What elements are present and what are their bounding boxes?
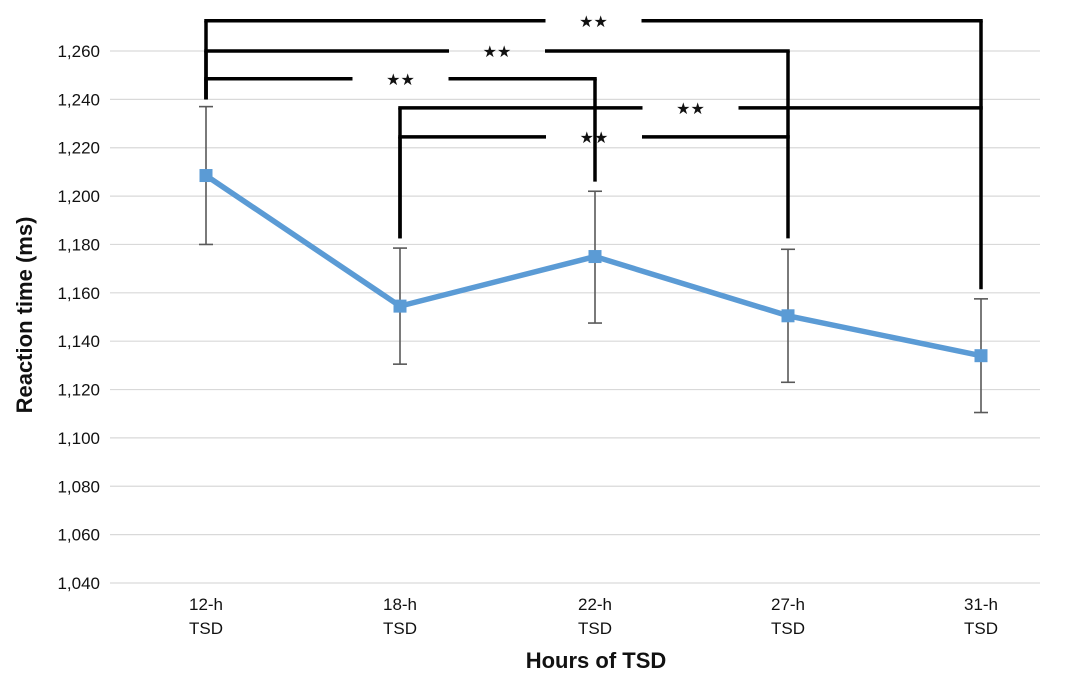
y-tick-label: 1,240 [57, 90, 100, 109]
x-tick-labels: 12-h TSD 18-h TSD 22-h TSD 27-h TSD 31-h TSD [189, 595, 998, 638]
x-tick-label: 22-h [578, 595, 612, 614]
y-tick-label: 1,220 [57, 139, 100, 158]
series-line-path [204, 173, 982, 359]
data-point [199, 169, 213, 183]
y-tick-label: 1,180 [57, 235, 100, 254]
y-tick-label: 1,100 [57, 429, 100, 448]
significance-stars: ★★ [579, 12, 608, 31]
significance-stars: ★★ [483, 42, 512, 61]
data-point [781, 309, 795, 323]
x-tick-label: TSD [771, 619, 805, 638]
y-tick-label: 1,120 [57, 381, 100, 400]
x-tick-label: 12-h [189, 595, 223, 614]
x-tick-label: TSD [964, 619, 998, 638]
significance-brackets: ★★ ★★ ★★ ★★ ★★ [204, 12, 983, 290]
x-tick-label: 18-h [383, 595, 417, 614]
x-tick-label: 27-h [771, 595, 805, 614]
data-point [974, 349, 988, 363]
series-line [199, 169, 988, 363]
y-tick-label: 1,200 [57, 187, 100, 206]
y-axis-title: Reaction time (ms) [12, 217, 37, 414]
x-tick-label: TSD [189, 619, 223, 638]
gridlines [110, 50, 1040, 584]
y-tick-label: 1,140 [57, 332, 100, 351]
data-point [588, 250, 602, 264]
x-tick-label: 31-h [964, 595, 998, 614]
y-tick-label: 1,040 [57, 574, 100, 593]
y-tick-label: 1,080 [57, 477, 100, 496]
significance-stars: ★★ [386, 70, 415, 89]
y-tick-labels: 1,040 1,060 1,080 1,100 1,120 1,140 1,160 1,180… [57, 42, 100, 593]
significance-stars: ★★ [676, 99, 705, 118]
x-tick-label: TSD [383, 619, 417, 638]
data-point [393, 299, 407, 313]
significance-stars: ★★ [580, 128, 609, 147]
y-tick-label: 1,060 [57, 526, 100, 545]
y-tick-label: 1,260 [57, 42, 100, 61]
x-tick-label: TSD [578, 619, 612, 638]
x-axis-title: Hours of TSD [526, 648, 667, 673]
y-tick-label: 1,160 [57, 284, 100, 303]
